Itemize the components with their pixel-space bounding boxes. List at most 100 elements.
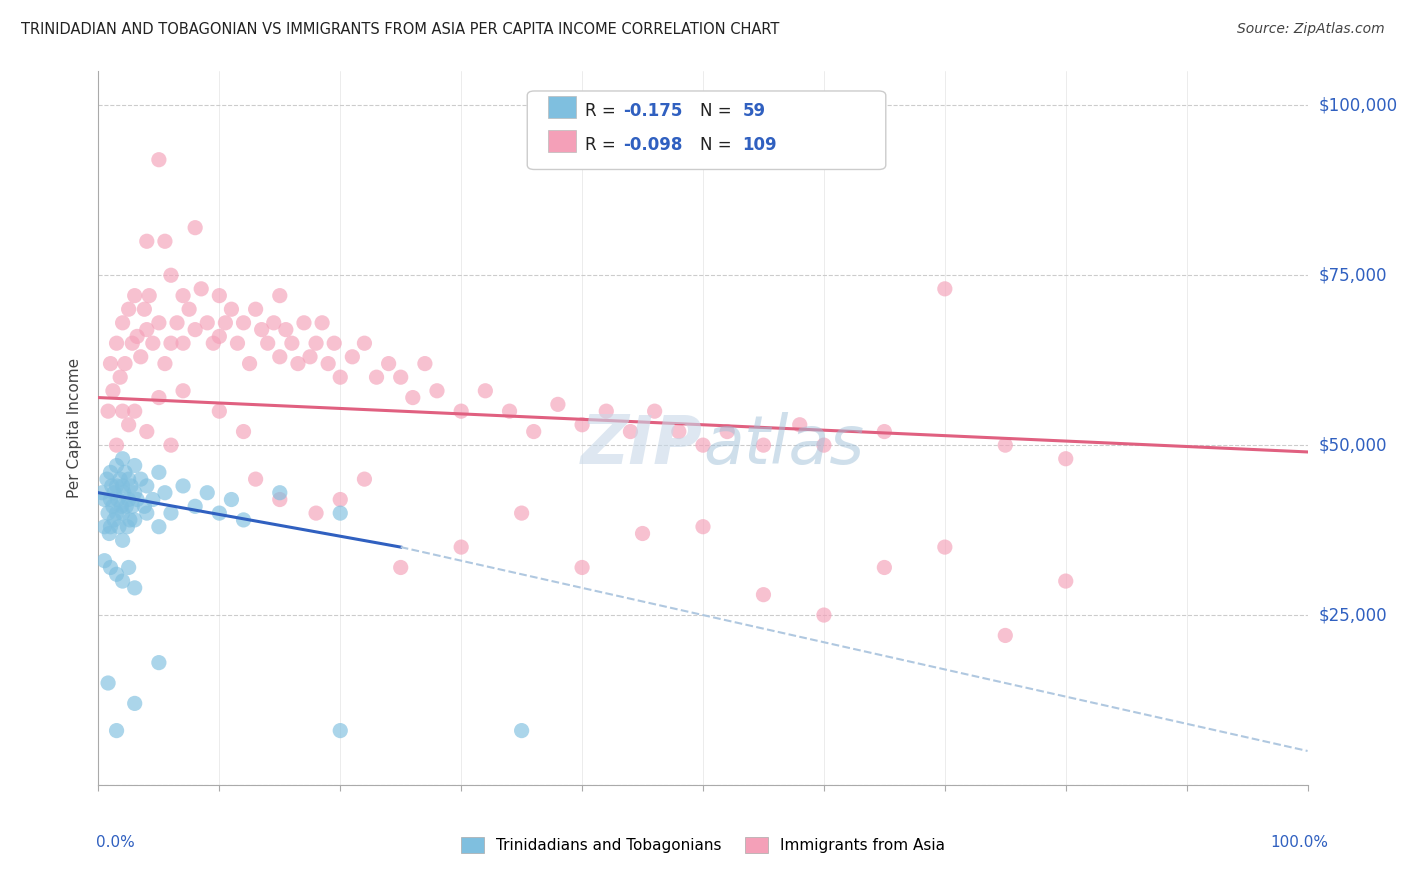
Point <box>114 466 136 480</box>
Point <box>172 479 194 493</box>
Point <box>274 323 297 337</box>
Point <box>96 472 118 486</box>
Point <box>97 506 120 520</box>
Text: TRINIDADIAN AND TOBAGONIAN VS IMMIGRANTS FROM ASIA PER CAPITA INCOME CORRELATION: TRINIDADIAN AND TOBAGONIAN VS IMMIGRANTS… <box>21 22 779 37</box>
Point <box>124 485 146 500</box>
Point <box>510 723 533 738</box>
Point <box>93 492 115 507</box>
Point <box>142 492 165 507</box>
Point <box>111 533 134 548</box>
Y-axis label: Per Capita Income: Per Capita Income <box>67 358 83 499</box>
Point <box>108 519 131 533</box>
Point <box>153 357 176 371</box>
Point <box>329 492 352 507</box>
Point <box>160 336 183 351</box>
Point <box>124 404 146 418</box>
Point <box>118 472 141 486</box>
Point <box>103 513 125 527</box>
Point <box>195 485 218 500</box>
Point <box>498 404 520 418</box>
Point <box>813 438 835 452</box>
Point <box>214 316 236 330</box>
Point <box>1054 574 1077 588</box>
Point <box>118 513 141 527</box>
Point <box>100 560 122 574</box>
Point <box>571 560 593 574</box>
Point <box>160 506 183 520</box>
Point <box>105 479 128 493</box>
Text: -0.098: -0.098 <box>623 136 682 153</box>
Point <box>134 500 156 514</box>
Point <box>329 370 352 384</box>
Point <box>118 560 141 574</box>
Point <box>353 472 375 486</box>
Point <box>91 485 114 500</box>
Point <box>172 336 194 351</box>
Point <box>226 336 249 351</box>
Point <box>292 316 315 330</box>
Point <box>413 357 436 371</box>
Point <box>221 492 243 507</box>
Text: -0.175: -0.175 <box>623 102 682 120</box>
Point <box>111 404 134 418</box>
Point <box>426 384 449 398</box>
Point <box>523 425 546 439</box>
Point <box>129 350 152 364</box>
Point <box>114 357 136 371</box>
Point <box>366 370 388 384</box>
Legend: Trinidadians and Tobagonians, Immigrants from Asia: Trinidadians and Tobagonians, Immigrants… <box>456 831 950 859</box>
Point <box>124 288 146 302</box>
Point <box>250 323 273 337</box>
Point <box>179 302 201 317</box>
Point <box>195 316 218 330</box>
Point <box>105 438 128 452</box>
Point <box>135 479 157 493</box>
Point <box>105 506 128 520</box>
Point <box>287 357 309 371</box>
Point <box>232 316 254 330</box>
Point <box>98 526 121 541</box>
Point <box>299 350 322 364</box>
Point <box>108 370 131 384</box>
Text: Source: ZipAtlas.com: Source: ZipAtlas.com <box>1237 22 1385 37</box>
Point <box>129 472 152 486</box>
Point <box>97 676 120 690</box>
Point <box>111 479 134 493</box>
Point <box>148 656 170 670</box>
Point <box>402 391 425 405</box>
Point <box>232 425 254 439</box>
Point <box>221 302 243 317</box>
Point <box>120 479 142 493</box>
Point <box>184 220 207 235</box>
Point <box>450 404 472 418</box>
Point <box>135 425 157 439</box>
Point <box>269 350 291 364</box>
Point <box>190 282 212 296</box>
Point <box>97 404 120 418</box>
Point <box>329 506 352 520</box>
Point <box>281 336 304 351</box>
Point <box>595 404 617 418</box>
Text: 100.0%: 100.0% <box>1271 836 1329 850</box>
Point <box>100 492 122 507</box>
Point <box>135 234 157 248</box>
Point <box>305 336 328 351</box>
Text: $100,000: $100,000 <box>1319 96 1398 114</box>
Point <box>148 391 170 405</box>
Point <box>232 513 254 527</box>
Text: N =: N = <box>700 136 731 153</box>
Point <box>813 608 835 623</box>
Point <box>111 506 134 520</box>
Point <box>619 425 641 439</box>
Point <box>752 438 775 452</box>
Point <box>994 438 1017 452</box>
Point <box>101 384 124 398</box>
Point <box>239 357 262 371</box>
Point <box>105 336 128 351</box>
Point <box>208 404 231 418</box>
Point <box>377 357 399 371</box>
Text: R =: R = <box>585 136 616 153</box>
Point <box>631 526 654 541</box>
Point <box>450 540 472 554</box>
Point <box>134 302 156 317</box>
